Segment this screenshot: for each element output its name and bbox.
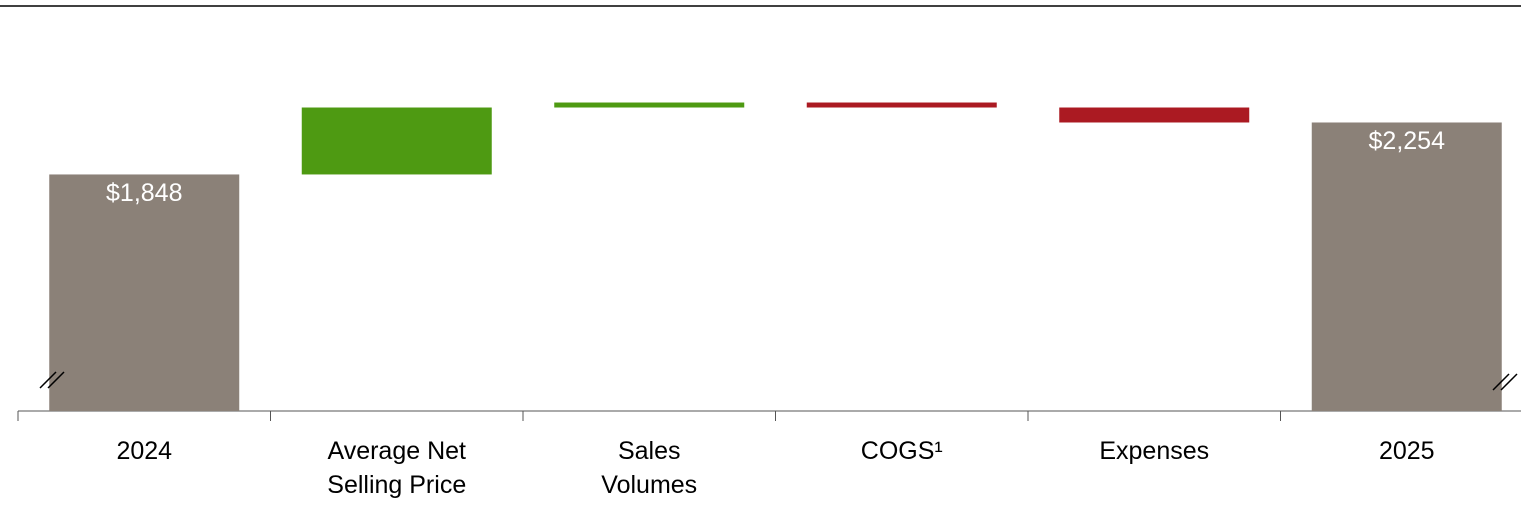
bar xyxy=(1311,122,1502,411)
axis-break xyxy=(1500,373,1518,391)
x-tick-label: Average Net Selling Price xyxy=(327,437,467,499)
bar xyxy=(554,102,745,108)
x-tick-label: Sales Volumes xyxy=(601,437,698,499)
axis-break xyxy=(47,371,65,389)
value-label: $1,848 xyxy=(106,179,182,207)
bar xyxy=(1059,107,1250,123)
bar xyxy=(301,107,492,175)
x-tick-label: Expenses xyxy=(1099,437,1210,465)
bar xyxy=(49,174,240,411)
bar xyxy=(806,102,997,108)
x-tick-label: COGS¹ xyxy=(860,437,943,465)
x-tick-label: 2025 xyxy=(1378,437,1435,465)
axis-break xyxy=(1492,373,1510,391)
x-tick-label: 2024 xyxy=(116,437,173,465)
axis-break xyxy=(39,371,57,389)
value-label: $2,254 xyxy=(1369,127,1446,155)
